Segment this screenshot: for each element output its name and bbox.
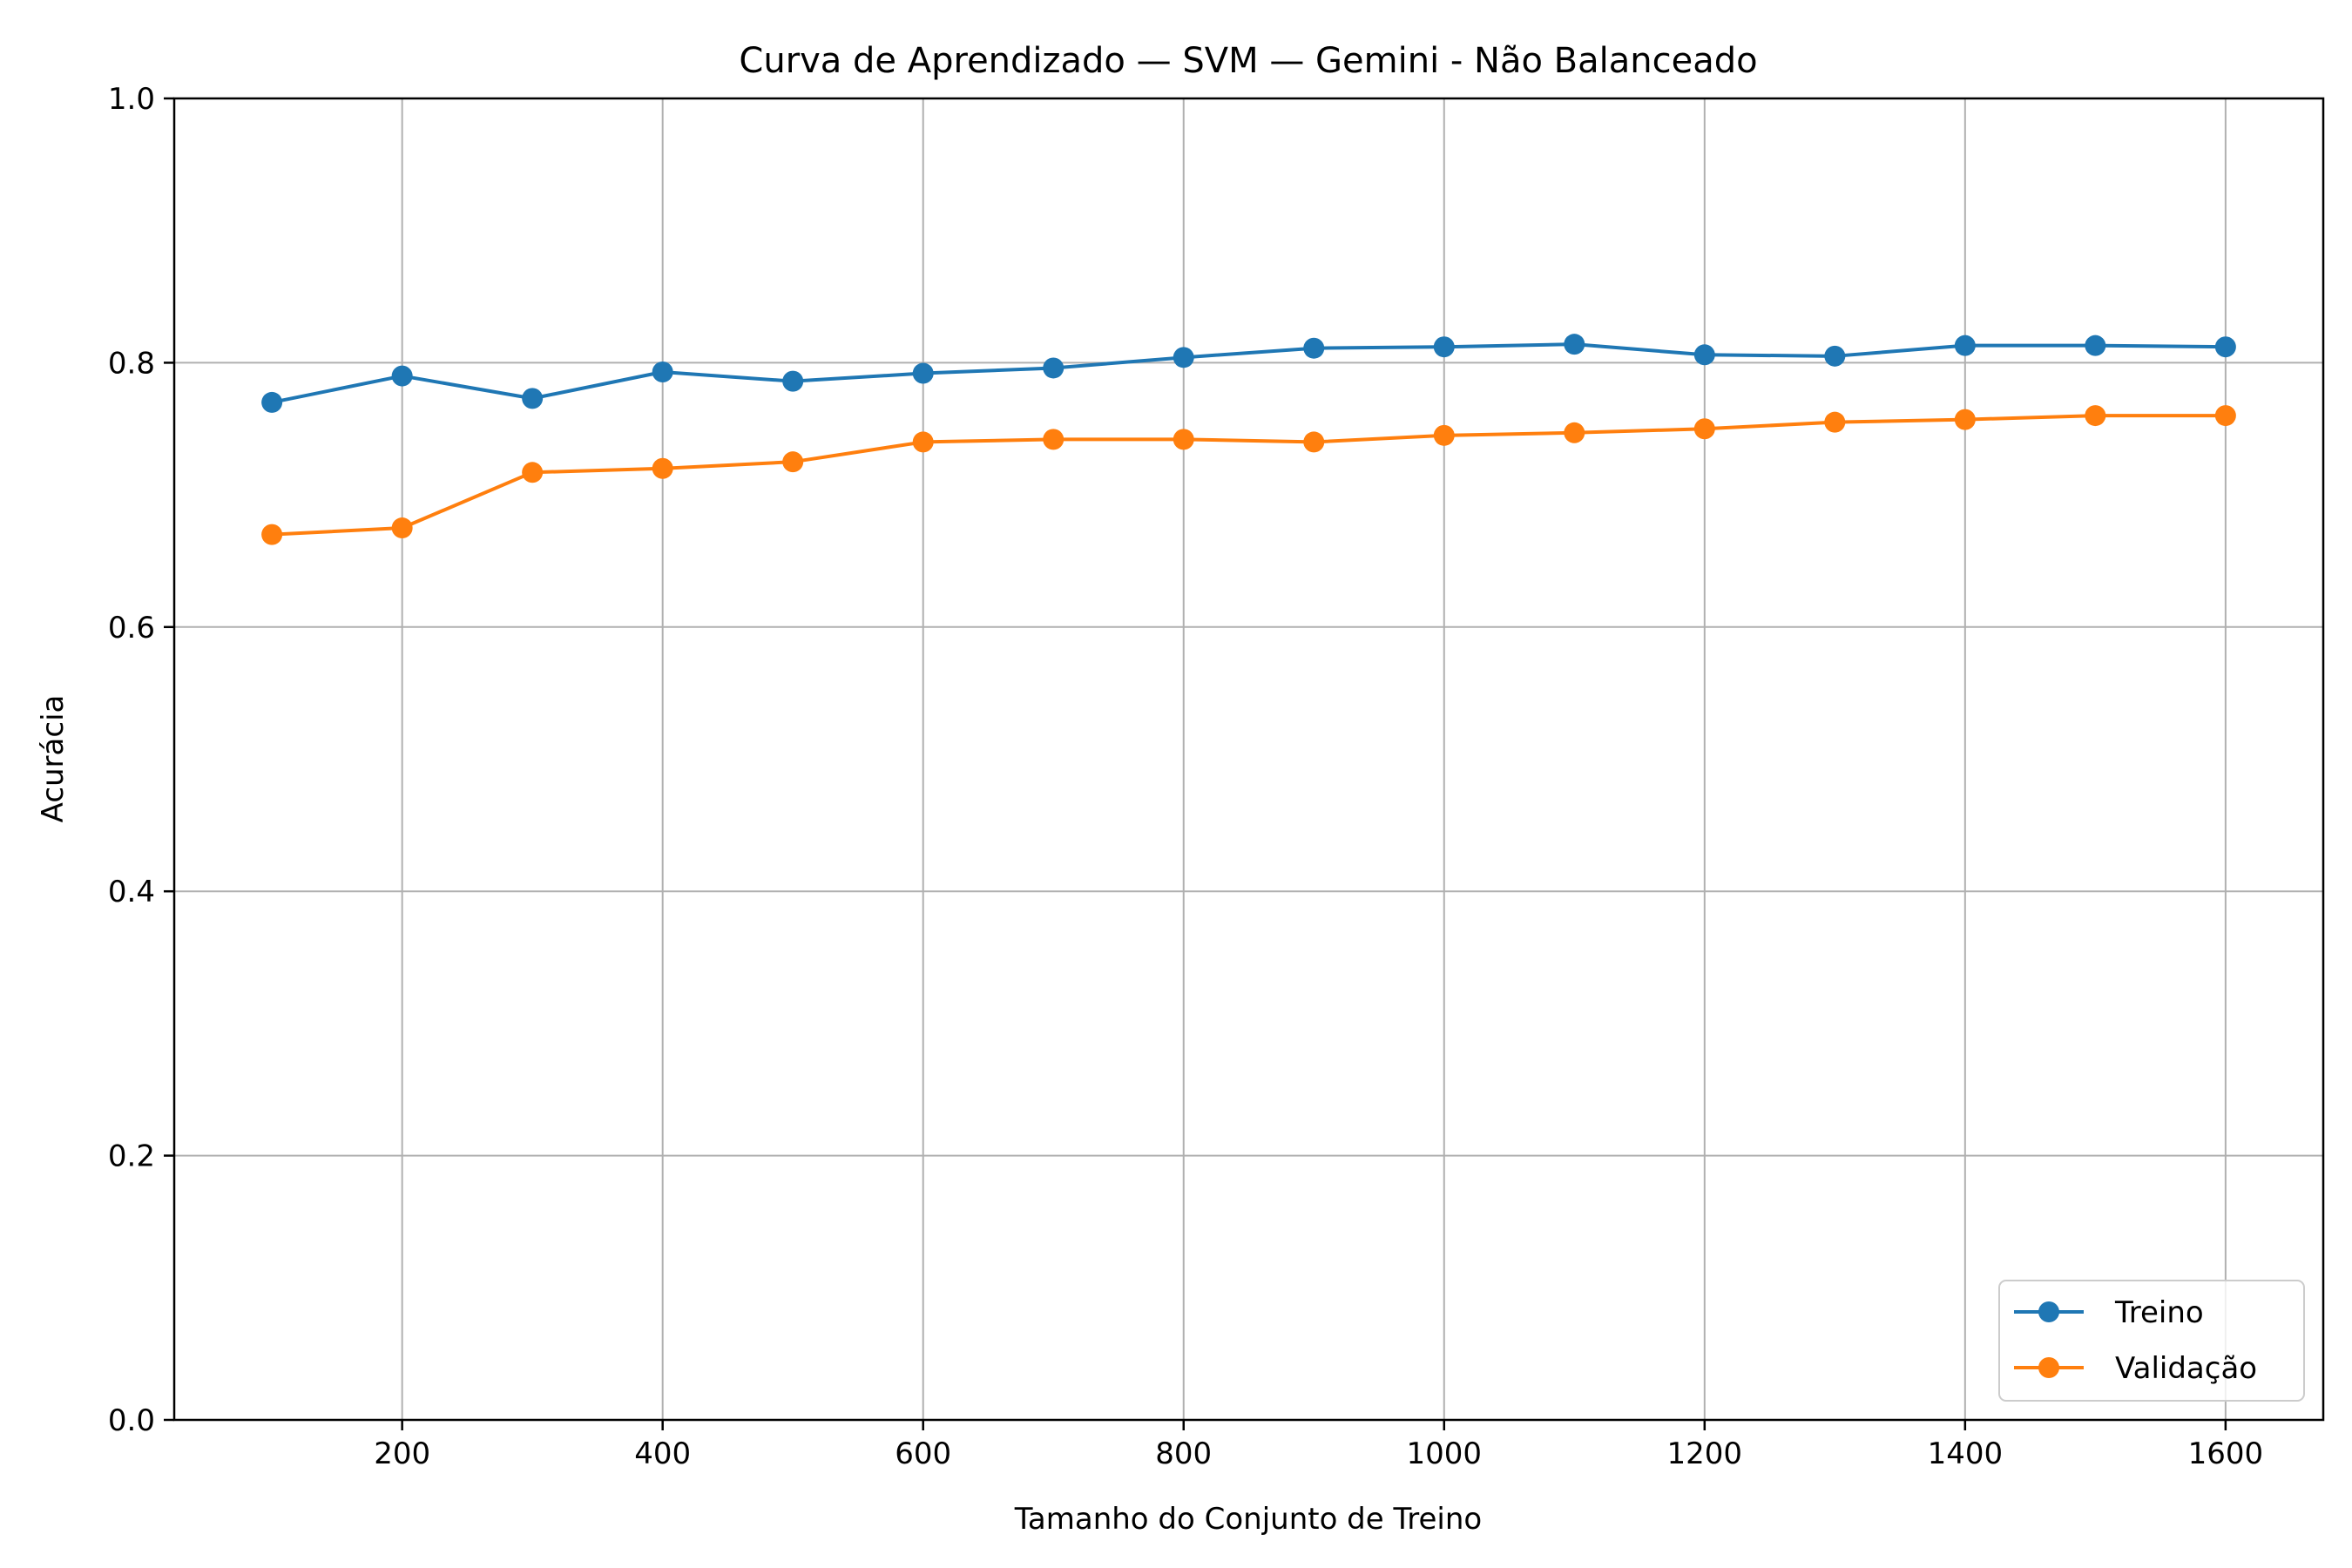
data-point-validacao [1303, 431, 1325, 453]
data-point-treino [2214, 336, 2236, 358]
x-axis-label: Tamanho do Conjunto de Treino [1014, 1502, 1482, 1537]
data-point-treino [1824, 345, 1846, 367]
x-tick-label: 1000 [1407, 1436, 1483, 1471]
data-point-validacao [2214, 405, 2236, 427]
data-point-validacao [1954, 409, 1976, 430]
series-layer [261, 334, 2236, 545]
data-point-treino [1693, 344, 1715, 366]
chart-title: Curva de Aprendizado — SVM — Gemini - Nã… [739, 41, 1757, 81]
data-point-treino [1954, 335, 1976, 356]
y-axis-label: Acurácia [36, 695, 71, 823]
data-point-validacao [1564, 422, 1585, 443]
data-point-validacao [652, 457, 673, 479]
y-tick-label: 0.6 [108, 611, 155, 645]
legend-label-treino: Treino [2114, 1295, 2204, 1330]
data-point-treino [522, 388, 544, 409]
legend-marker-validacao [2038, 1357, 2059, 1378]
data-point-treino [1433, 336, 1455, 358]
x-tick-label: 1200 [1667, 1436, 1743, 1471]
y-tick-label: 0.4 [108, 875, 155, 909]
data-point-validacao [1433, 424, 1455, 446]
data-point-validacao [391, 517, 413, 539]
y-tick-label: 1.0 [108, 82, 155, 117]
axes: 200 400 600 800 1000 1200 1400 1600 0.0 0.2 0.4 0.6… [108, 82, 2263, 1471]
legend-label-validacao: Validação [2115, 1351, 2257, 1386]
data-point-treino [652, 362, 673, 383]
x-tick-label: 400 [634, 1436, 691, 1471]
data-point-treino [1564, 334, 1585, 355]
data-point-validacao [261, 524, 283, 545]
data-point-validacao [1693, 418, 1715, 440]
x-tick-label: 800 [1155, 1436, 1212, 1471]
data-point-validacao [1824, 411, 1846, 433]
data-point-treino [261, 391, 283, 413]
y-tick-label: 0.0 [108, 1403, 155, 1438]
series-line-validacao [270, 414, 2227, 537]
legend: Treino Validação [1998, 1280, 2305, 1402]
x-tick-label: 1400 [1928, 1436, 2004, 1471]
data-point-treino [2085, 335, 2106, 356]
x-tick-label: 200 [374, 1436, 430, 1471]
series-line-treino [270, 342, 2227, 404]
plot-frame [172, 97, 2325, 1422]
data-point-treino [1173, 347, 1194, 368]
legend-marker-treino [2038, 1301, 2059, 1322]
data-point-validacao [2085, 405, 2106, 427]
data-point-validacao [782, 451, 804, 473]
data-point-validacao [1173, 429, 1194, 450]
data-point-validacao [912, 431, 934, 453]
legend-entry-treino: Treino [2014, 1295, 2204, 1330]
data-point-treino [1043, 357, 1064, 379]
legend-entries: Treino Validação [2014, 1295, 2257, 1386]
data-point-validacao [522, 462, 544, 483]
series-treino [261, 334, 2236, 413]
x-tick-label: 1600 [2188, 1436, 2264, 1471]
data-point-validacao [1043, 429, 1064, 450]
series-validacao [261, 405, 2236, 545]
data-point-treino [912, 362, 934, 384]
y-tick-label: 0.2 [108, 1139, 155, 1174]
y-tick-label: 0.8 [108, 346, 155, 381]
legend-entry-validacao: Validação [2014, 1351, 2257, 1386]
data-point-treino [391, 365, 413, 387]
x-tick-label: 600 [895, 1436, 951, 1471]
data-point-treino [1303, 337, 1325, 359]
data-point-treino [782, 370, 804, 392]
